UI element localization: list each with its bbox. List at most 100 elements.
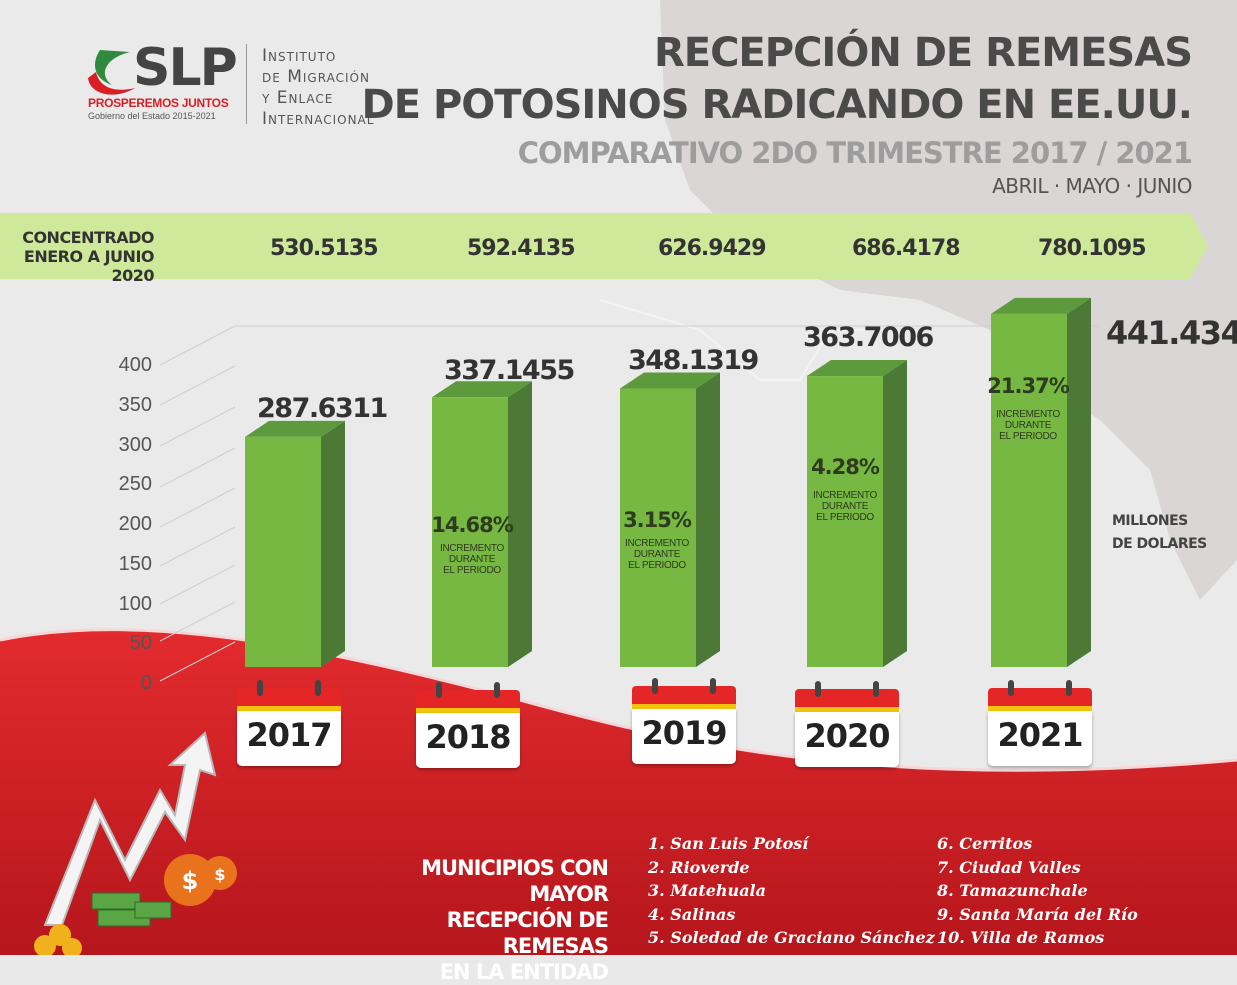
calendar-body [988, 711, 1092, 766]
units-label: MILLONES DE DOLARES [1112, 510, 1207, 556]
calendar-ring [494, 682, 500, 698]
bar-side [321, 420, 345, 667]
caption-line: EL PERIODO [816, 512, 874, 523]
calendar-header [795, 689, 899, 707]
increment-caption: INCREMENTO DURANTE EL PERIODO [612, 538, 702, 571]
y-tick-label: 200 [118, 513, 152, 535]
logo-government: Gobierno del Estado 2015-2021 [88, 111, 216, 121]
bar-side [1067, 297, 1091, 667]
institute-line: de Migración [262, 67, 370, 87]
y-tick-label: 400 [118, 354, 152, 376]
increment-caption: INCREMENTO DURANTE EL PERIODO [983, 409, 1073, 442]
calendar-ring [815, 681, 821, 697]
calendar-stripe [416, 708, 520, 713]
institute-name: Instituto de Migración y Enlace Internac… [262, 46, 374, 130]
bar-2019 [620, 372, 720, 667]
caption-line: DURANTE [821, 501, 869, 512]
calendar-ring [1008, 680, 1014, 696]
calendar-header [988, 688, 1092, 706]
calendar-body [795, 712, 899, 767]
concentrado-label: CONCENTRADO ENERO A JUNIO 2020 [4, 228, 154, 285]
calendar-ring [710, 678, 716, 694]
bar-front [432, 397, 508, 667]
caption-line: INCREMENTO [624, 538, 690, 549]
calendar-ring [1066, 680, 1072, 696]
title-line-1: RECEPCIÓN DE REMESAS [653, 30, 1193, 76]
logo-text: SLP [133, 38, 238, 98]
municipios-title: MUNICIPIOS CON MAYOR RECEPCIÓN DE REMESA… [380, 855, 609, 985]
institute-line: Internacional [262, 109, 375, 129]
municipio-item: 9. Santa María del Río [937, 904, 1138, 924]
calendar-icon: 2017 [237, 680, 341, 766]
svg-text:$: $ [182, 867, 199, 895]
municipio-item: 10. Villa de Ramos [937, 928, 1105, 947]
calendar-header [416, 690, 520, 708]
caption-line: INCREMENTO [812, 490, 878, 501]
bar-top [807, 360, 907, 377]
y-tick-label: 50 [129, 632, 152, 655]
y-tick-label: 100 [118, 592, 152, 615]
bar-top [245, 420, 345, 437]
increment-caption: INCREMENTO DURANTE EL PERIODO [800, 490, 890, 523]
concentrado-value: 780.1095 [1038, 236, 1147, 261]
concentrado-band [0, 213, 1190, 279]
municipio-item: 7. Ciudad Valles [937, 857, 1081, 877]
calendar-stripe [988, 706, 1092, 711]
calendar-icon: 2021 [988, 680, 1092, 766]
y-tick-label: 350 [118, 393, 152, 416]
caption-line: INCREMENTO [995, 409, 1061, 420]
caption-line: EL PERIODO [443, 565, 501, 576]
caption-line: EL PERIODO [999, 431, 1057, 442]
growth-arrow-icon [43, 731, 217, 926]
slp-logo-icon [88, 50, 135, 95]
calendar-ring [315, 680, 321, 696]
y-tick-label: 300 [118, 433, 152, 456]
logo-divider [246, 44, 247, 124]
municipios-title-line: RECEPCIÓN DE REMESAS [446, 908, 609, 958]
bar-value-label: 337.1455 [444, 355, 575, 386]
increment-caption: INCREMENTO DURANTE EL PERIODO [427, 543, 517, 576]
municipio-item: 5. Soledad de Graciano Sánchez [648, 928, 935, 947]
bar-side [696, 372, 720, 667]
year-label: 2017 [246, 716, 332, 754]
caption-line: DURANTE [633, 549, 681, 560]
concentrado-value: 530.5135 [270, 236, 379, 261]
caption-line: DURANTE [1004, 420, 1052, 431]
year-label: 2020 [804, 717, 890, 755]
band-arrow [1190, 213, 1208, 279]
bar-top [432, 381, 532, 398]
calendar-stripe [632, 704, 736, 709]
calendar-stripe [237, 706, 341, 711]
municipio-item: 8. Tamazunchale [937, 881, 1088, 900]
calendar-body [416, 713, 520, 768]
calendar-header [237, 688, 341, 706]
bar-front [807, 376, 883, 667]
bar-side [883, 360, 907, 667]
caption-line: DURANTE [448, 554, 496, 565]
municipio-item: 6. Cerritos [937, 834, 1033, 853]
bar-value-label: 348.1319 [628, 345, 759, 376]
calendar-header [632, 686, 736, 704]
money-bag-icon: $ $ [164, 854, 237, 906]
bar-chart [245, 297, 1091, 667]
concentrado-value: 626.9429 [658, 236, 767, 261]
cash-stack-icon [34, 892, 172, 955]
year-label: 2019 [641, 714, 727, 752]
svg-text:$: $ [214, 865, 225, 884]
calendar-body [237, 711, 341, 766]
bar-top [620, 372, 720, 389]
calendar-body [632, 709, 736, 764]
municipio-item: 4. Salinas [648, 904, 736, 924]
bar-front [991, 313, 1067, 667]
calendar-ring [873, 681, 879, 697]
calendar-ring [652, 678, 658, 694]
units-line: DE DOLARES [1112, 536, 1207, 552]
municipios-list-2: 6. Cerritos 7. Ciudad Valles 8. Tamazunc… [937, 832, 1138, 950]
bar-top [991, 297, 1091, 314]
calendar-stripe [795, 707, 899, 712]
bar-front [245, 436, 321, 667]
caption-line: EL PERIODO [628, 560, 686, 571]
municipio-item: 2. Rioverde [648, 857, 750, 877]
subtitle: COMPARATIVO 2DO TRIMESTRE 2017 / 2021 [517, 136, 1193, 170]
